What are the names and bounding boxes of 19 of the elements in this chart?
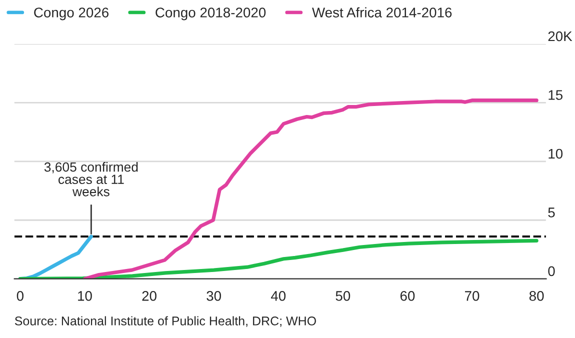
y-tick-label: 15 (548, 90, 563, 100)
x-tick-label: 70 (465, 291, 480, 301)
x-tick-label: 40 (270, 291, 286, 301)
y-tick-label: 10 (548, 148, 563, 159)
y-tick-label: 20K (548, 31, 572, 42)
legend-label: Congo 2018-2020 (156, 8, 266, 20)
y-tick-label: 0 (548, 266, 555, 276)
x-tick-label: 50 (336, 291, 350, 301)
legend-label: West Africa 2014-2016 (312, 7, 452, 18)
x-tick-label: 10 (78, 291, 92, 301)
x-tick-label: 0 (16, 291, 24, 301)
x-tick-label: 30 (206, 291, 222, 301)
legend-label: Congo 2026 (34, 8, 109, 20)
source-note: Source: National Institute of Public Health, DRC; WHO (14, 316, 316, 327)
annotation: 3,605 confirmed cases at 11 weeks (44, 162, 138, 196)
x-tick-label: 60 (400, 291, 415, 301)
x-tick-label: 80 (529, 291, 544, 301)
y-tick-label: 5 (548, 208, 555, 218)
x-tick-label: 20 (142, 291, 156, 301)
